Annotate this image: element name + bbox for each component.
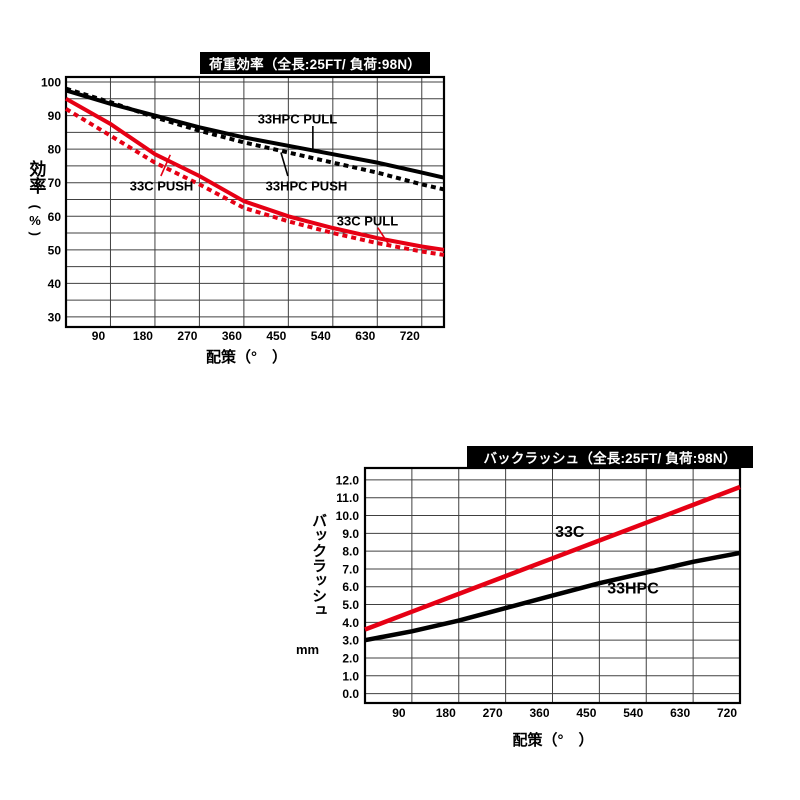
x-tick-label: 270 — [177, 329, 197, 343]
y-tick-label: 9.0 — [342, 527, 359, 541]
x-tick-label: 720 — [717, 706, 737, 720]
x-tick-label: 270 — [483, 706, 503, 720]
x-tick-label: 720 — [400, 329, 420, 343]
x-tick-label: 90 — [92, 329, 106, 343]
efficiency-chart-title: 荷重効率（全長:25FT/ 負荷:98N） — [209, 57, 421, 72]
efficiency-x-axis-title: 配策（° ） — [206, 349, 287, 366]
series-33hpc-push — [65, 86, 445, 192]
annotation-leader — [377, 227, 390, 245]
backlash-chart-title-bar: バックラッシュ（全長:25FT/ 負荷:98N） — [467, 446, 753, 468]
x-tick-label: 90 — [392, 706, 406, 720]
series-33c-push — [64, 107, 445, 257]
series-33c-pull — [65, 97, 445, 252]
annotation-leader — [160, 154, 171, 177]
x-tick-label: 180 — [436, 706, 456, 720]
x-tick-label: 450 — [266, 329, 286, 343]
x-tick-label: 450 — [576, 706, 596, 720]
efficiency-y-axis-label: 効率 — [26, 160, 46, 194]
y-tick-label: 2.0 — [342, 651, 359, 665]
y-tick-label: 3.0 — [342, 634, 359, 648]
y-tick-label: 1.0 — [342, 669, 359, 683]
annotation-33hpc: 33HPC — [607, 581, 659, 598]
plot-border — [64, 75, 446, 329]
y-tick-label: 8.0 — [342, 545, 359, 559]
backlash-x-axis-title: 配策（° ） — [512, 732, 594, 749]
y-tick-label: 100 — [41, 76, 61, 90]
y-tick-label: 90 — [48, 109, 62, 123]
y-tick-label: 12.0 — [336, 473, 360, 487]
y-tick-label: 4.0 — [342, 616, 359, 630]
efficiency-y-axis-title: 効率 (%) — [23, 160, 47, 239]
x-tick-label: 180 — [133, 329, 153, 343]
backlash-y-axis-label: バックラッシュ — [310, 513, 328, 618]
y-tick-label: 50 — [48, 243, 62, 257]
annotation-33c: 33C — [555, 524, 585, 541]
series-33hpc — [364, 550, 741, 643]
y-tick-label: 40 — [48, 277, 62, 291]
y-tick-label: 60 — [48, 210, 62, 224]
backlash-chart-title: バックラッシュ（全長:25FT/ 負荷:98N） — [483, 451, 737, 466]
y-tick-label: 6.0 — [342, 580, 359, 594]
annotation-33hpc-push: 33HPC PUSH — [266, 178, 348, 193]
y-tick-label: 30 — [48, 310, 62, 324]
annotation-33c-pull: 33C PULL — [337, 214, 398, 229]
y-tick-label: 7.0 — [342, 562, 359, 576]
series-33c — [364, 484, 741, 632]
x-tick-label: 360 — [529, 706, 549, 720]
x-tick-label: 360 — [222, 329, 242, 343]
y-tick-label: 11.0 — [336, 491, 359, 505]
y-tick-label: 10.0 — [336, 509, 360, 523]
x-tick-label: 540 — [623, 706, 643, 720]
efficiency-chart-title-bar: 荷重効率（全長:25FT/ 負荷:98N） — [200, 52, 430, 74]
efficiency-y-axis-unit: (%) — [27, 204, 43, 236]
annotation-33hpc-pull: 33HPC PULL — [258, 111, 338, 126]
annotation-33c-push: 33C PUSH — [130, 178, 194, 193]
y-tick-label: 5.0 — [342, 598, 359, 612]
annotation-leader — [280, 152, 289, 177]
y-tick-label: 70 — [48, 176, 62, 190]
x-tick-label: 630 — [355, 329, 375, 343]
x-tick-label: 630 — [670, 706, 690, 720]
y-tick-label: 0.0 — [342, 687, 359, 701]
plot-border — [363, 466, 742, 705]
series-33hpc-pull — [65, 88, 445, 180]
backlash-y-axis-unit: mm — [296, 642, 320, 657]
y-tick-label: 80 — [48, 143, 62, 157]
backlash-y-axis-title: バックラッシュ — [306, 513, 330, 618]
x-tick-label: 540 — [311, 329, 331, 343]
